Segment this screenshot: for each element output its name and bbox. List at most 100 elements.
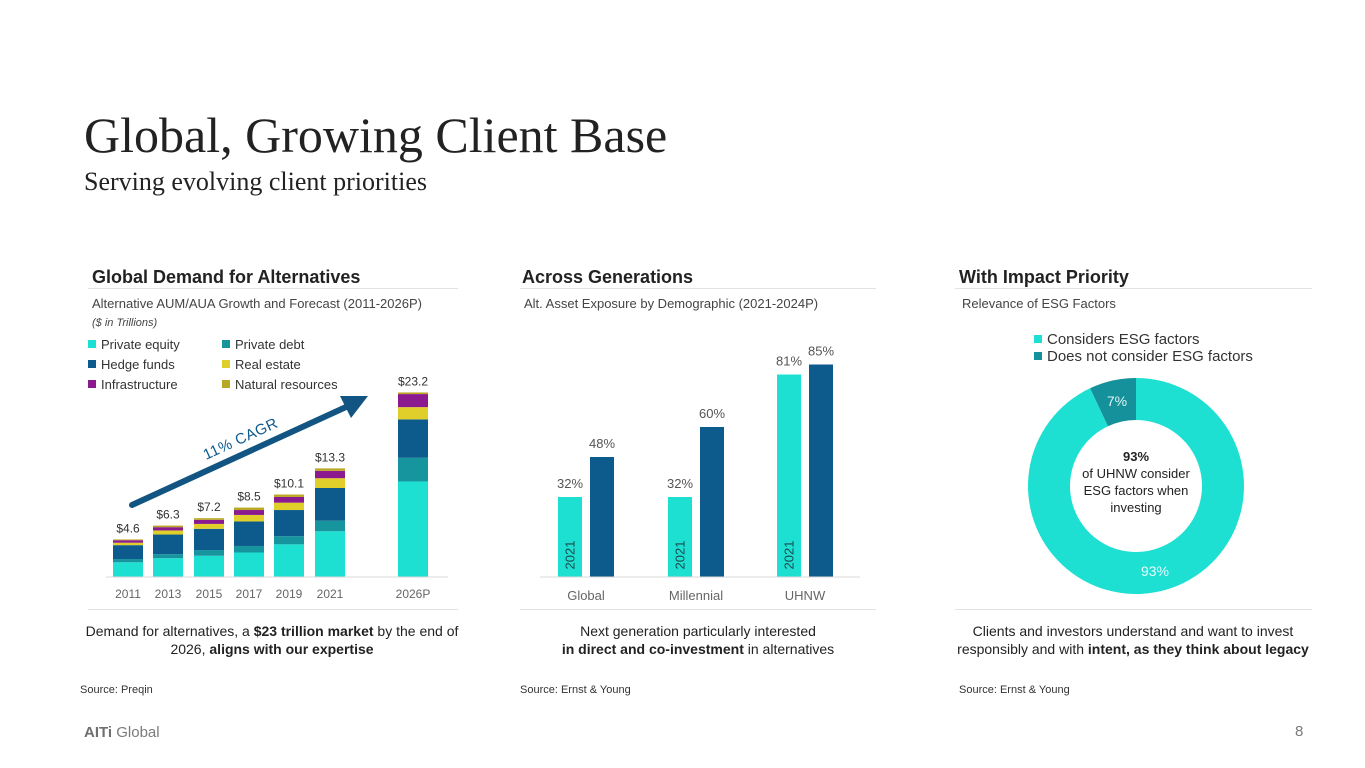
bar-real-estate-2017: [234, 514, 264, 522]
bar-infrastructure-2015: [194, 519, 224, 524]
bar-infrastructure-2011: [113, 540, 143, 543]
alts-section-title: Global Demand for Alternatives: [92, 267, 361, 287]
bar-private-equity-2015: [194, 555, 224, 577]
legend-item-private-debt: Private debt: [222, 337, 304, 352]
bar-2024p-uhnw: [809, 364, 833, 577]
legend-label: Private debt: [235, 337, 305, 352]
alts-caption-bold: $23 trillion market: [253, 623, 374, 639]
donut-slice-considers-esg-factors: [1028, 378, 1244, 594]
x-tick-label: UHNW: [785, 588, 826, 603]
bar-private-equity-2026p: [398, 481, 428, 577]
bar-private-debt-2026p: [398, 457, 428, 482]
bar-total-label: $4.6: [116, 521, 140, 535]
legend-item-private-equity: Private equity: [88, 337, 180, 352]
donut-slice-does-not-consider-esg-factors: [1090, 378, 1136, 427]
bar-private-equity-2013: [153, 558, 183, 577]
bar-private-debt-2019: [274, 536, 304, 545]
bar-hedge-funds-2017: [234, 521, 264, 546]
bar-total-label: $6.3: [156, 508, 180, 522]
alts-units-note: ($ in Trillions): [92, 317, 158, 329]
bar-private-equity-2011: [113, 562, 143, 577]
legend-item-infrastructure: Infrastructure: [88, 377, 178, 392]
data-label: 48%: [589, 436, 615, 451]
esg-caption: Clients and investors understand and wan…: [952, 622, 1314, 658]
gen-title-rule: [520, 288, 876, 289]
bar-2021-uhnw: [777, 374, 801, 577]
x-tick-label: 2017: [236, 587, 263, 601]
bar-inner-year-label: 2021: [563, 541, 578, 570]
bar-2024p-global: [590, 457, 614, 577]
bar-2021-global: [558, 497, 582, 577]
x-tick-label: 2011: [115, 587, 141, 601]
bar-natural-resources-2013: [153, 525, 183, 528]
data-label: 32%: [667, 476, 693, 491]
bar-hedge-funds-2019: [274, 510, 304, 537]
legend-label: Considers ESG factors: [1047, 331, 1200, 348]
bar-private-debt-2017: [234, 545, 264, 553]
bar-natural-resources-2015: [194, 518, 224, 520]
gen-source: Source: Ernst & Young: [520, 684, 631, 696]
bar-private-debt-2015: [194, 550, 224, 556]
data-label: 81%: [776, 354, 802, 369]
cagr-arrow-shaft: [129, 404, 349, 508]
legend-label: Infrastructure: [101, 377, 178, 392]
alts-chart-subtitle: Alternative AUM/AUA Growth and Forecast …: [92, 296, 422, 311]
cagr-arrow-head: [340, 396, 368, 418]
donut-center-line: investing: [1110, 500, 1161, 515]
alts-title-rule: [88, 288, 458, 289]
bar-infrastructure-2026p: [398, 394, 428, 408]
bar-real-estate-2011: [113, 542, 143, 546]
bar-natural-resources-2017: [234, 507, 264, 511]
logo-bold-text: AITi: [84, 724, 113, 741]
bar-hedge-funds-2011: [113, 545, 143, 560]
legend-item-natural-resources: Natural resources: [222, 377, 338, 392]
alts-source: Source: Preqin: [80, 684, 153, 696]
data-label: 32%: [557, 476, 583, 491]
x-tick-label: 2015: [196, 587, 223, 601]
bar-natural-resources-2026p: [398, 392, 428, 395]
esg-caption-bold: intent, as they think about legacy: [1087, 641, 1309, 657]
legend-label: Private equity: [101, 337, 180, 352]
esg-legend: Considers ESG factors Does not consider …: [1034, 331, 1294, 367]
bar-private-equity-2017: [234, 552, 264, 577]
bar-real-estate-2021: [315, 478, 345, 488]
bar-total-label: $23.2: [398, 374, 428, 388]
bar-natural-resources-2011: [113, 539, 143, 541]
bar-total-label: $13.3: [315, 450, 345, 464]
bar-natural-resources-2021: [315, 468, 345, 471]
donut-center-line: of UHNW consider: [1082, 466, 1190, 481]
bar-total-label: $10.1: [274, 477, 304, 491]
alts-stacked-bar-chart: $4.6 2011 $6.3 2013 $7.2 2015 $8.5 2017 $10.1 201…: [106, 374, 448, 601]
bar-hedge-funds-2026p: [398, 419, 428, 458]
legend-swatch: [222, 360, 230, 368]
gen-caption-part: Next generation particularly interested: [580, 623, 816, 639]
x-tick-label: 2021: [317, 587, 344, 601]
bar-2024p-millennial: [700, 427, 724, 577]
legend-swatch: [88, 360, 96, 368]
legend-swatch: [88, 380, 96, 388]
legend-swatch: [1034, 335, 1042, 343]
esg-bottom-rule: [955, 609, 1312, 610]
alts-legend: Private equity Private debt Hedge funds …: [88, 337, 378, 397]
donut-center-line: ESG factors when: [1084, 483, 1189, 498]
x-tick-label: Global: [567, 588, 605, 603]
x-tick-label: Millennial: [669, 588, 723, 603]
bar-real-estate-2019: [274, 502, 304, 511]
bar-infrastructure-2017: [234, 510, 264, 515]
legend-swatch: [222, 340, 230, 348]
slide-title: Global, Growing Client Base: [84, 107, 668, 163]
bar-private-equity-2019: [274, 544, 304, 577]
alts-caption-part: by the end of 2026,: [170, 623, 459, 657]
bar-private-debt-2013: [153, 554, 183, 559]
legend-swatch: [1034, 352, 1042, 360]
legend-item-real-estate: Real estate: [222, 357, 301, 372]
bar-private-debt-2011: [113, 559, 143, 563]
esg-source: Source: Ernst & Young: [959, 684, 1070, 696]
bar-private-equity-2021: [315, 531, 345, 577]
donut-center-value: 93%: [1123, 449, 1149, 464]
logo-text: Global: [112, 724, 160, 741]
esg-caption-part: Clients and investors understand and wan…: [957, 623, 1294, 657]
bar-real-estate-2026p: [398, 407, 428, 420]
legend-label: Does not consider ESG factors: [1047, 348, 1253, 365]
esg-donut-chart: 7% 93% 93% of UHNW consider ESG factors w…: [1028, 378, 1244, 594]
